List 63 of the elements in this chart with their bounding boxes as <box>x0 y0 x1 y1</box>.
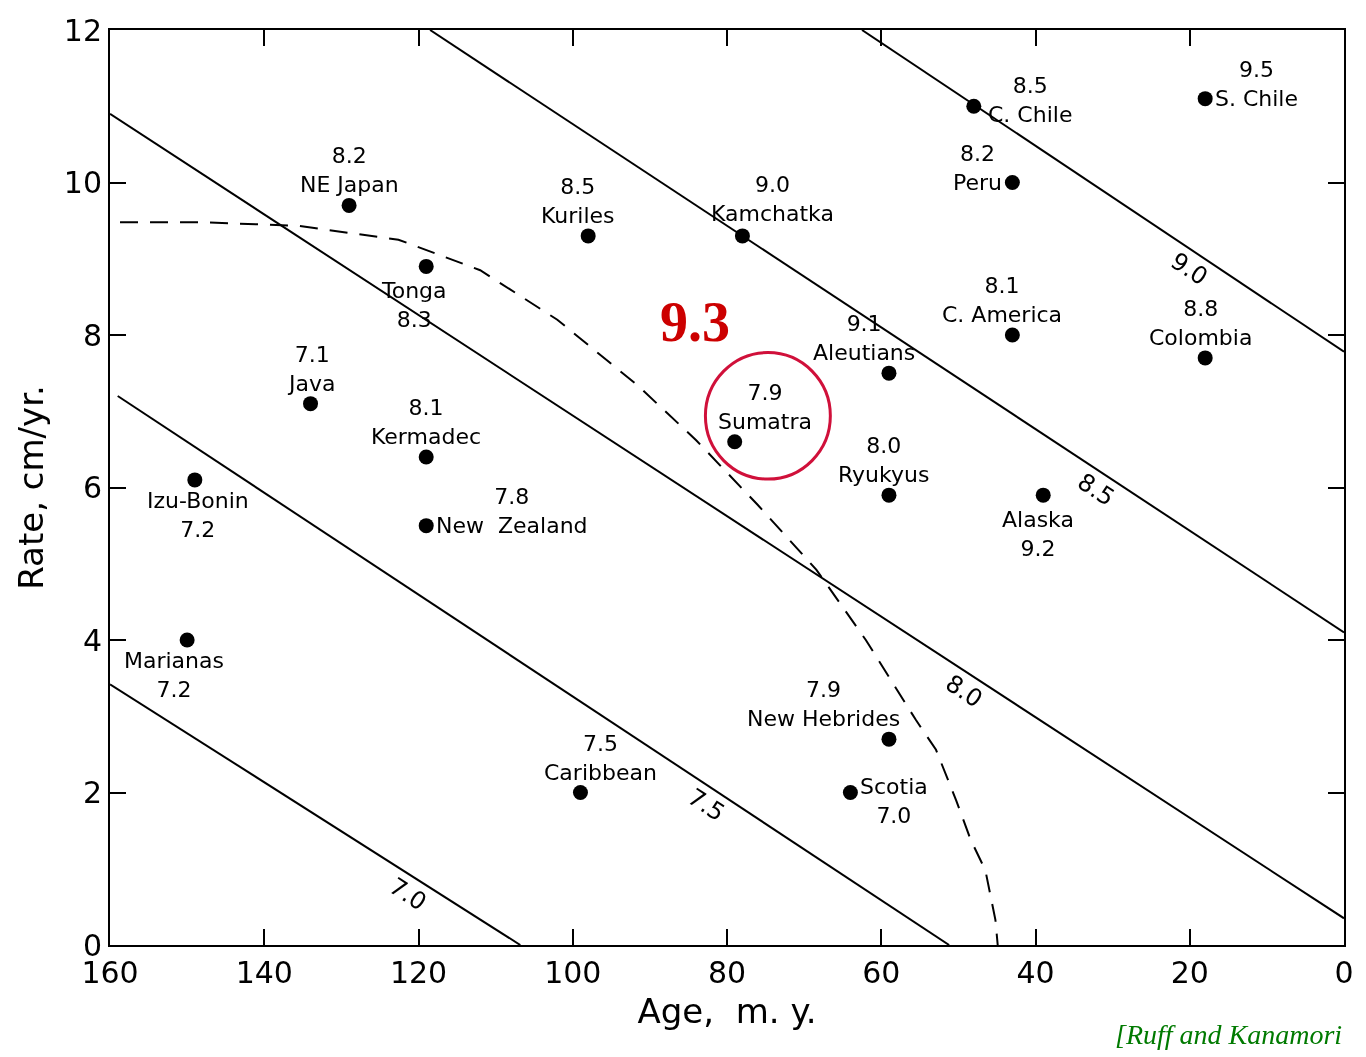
point <box>881 365 897 381</box>
annotation: Scotia 7.0 <box>860 774 928 828</box>
point <box>418 449 434 465</box>
annotation: 9.5 S. Chile <box>1215 57 1299 111</box>
x-tick-label: 60 <box>862 955 901 990</box>
annotation: 9.0 Kamchatka <box>711 172 834 226</box>
y-tick-label: 2 <box>82 775 102 810</box>
annotation: 8.2 NE Japan <box>300 143 399 197</box>
annotation: 7.9 New Hebrides <box>747 677 901 731</box>
annotation: 8.2 Peru <box>953 141 1003 195</box>
annotation: 8.8 Colombia <box>1149 296 1253 350</box>
y-axis-title: Rate, cm/yr. <box>10 385 51 590</box>
annotation: 8.0 Ryukyus <box>838 433 930 487</box>
point <box>303 396 319 412</box>
point <box>1004 175 1020 190</box>
text: 7.0 <box>384 872 432 917</box>
point <box>1197 350 1213 366</box>
point <box>179 632 195 648</box>
annotation: Izu-Bonin 7.2 <box>147 488 249 542</box>
annotation: 9.1 Aleutians <box>813 311 916 365</box>
y-tick-label: 12 <box>63 12 102 48</box>
text: 7.5 <box>682 782 730 828</box>
point <box>1035 487 1051 503</box>
annotation: 8.5 Kuriles <box>541 174 615 228</box>
x-tick-label: 140 <box>235 955 293 990</box>
point <box>572 785 588 800</box>
annotation: 7.8 New Zealand <box>436 484 588 538</box>
point <box>187 472 203 488</box>
x-axis-title: Age, m. y. <box>637 990 817 1031</box>
annotation: Alaska 9.2 <box>1002 507 1074 561</box>
x-tick-label: 80 <box>707 955 747 990</box>
x-tick-label: 120 <box>389 955 448 990</box>
text: [Ruff and Kanamori <box>1115 1019 1343 1050</box>
point <box>341 197 357 213</box>
point <box>881 487 897 503</box>
point <box>1004 327 1020 343</box>
annotation: 7.5 Caribbean <box>544 731 657 785</box>
y-tick-label: 6 <box>82 470 102 505</box>
point <box>727 434 743 450</box>
annotation: Marianas 7.2 <box>124 648 224 702</box>
y-tick-label: 8 <box>82 317 102 353</box>
point <box>418 258 434 274</box>
text: 9.0 <box>1165 246 1213 292</box>
x-tick-label: 20 <box>1170 955 1209 990</box>
x-tick-label: 40 <box>1016 955 1055 990</box>
x-tick-label: 100 <box>544 955 602 990</box>
annotation: 7.9 Sumatra <box>718 380 812 434</box>
point <box>580 228 596 244</box>
point <box>881 731 897 747</box>
annotation: 8.1 Kermadec <box>371 395 482 449</box>
text: 8.5 <box>1072 467 1120 512</box>
point <box>1197 91 1213 107</box>
y-tick-label: 4 <box>82 622 102 658</box>
point <box>842 785 858 800</box>
x-tick-label: 160 <box>81 955 139 990</box>
y-tick-label: 10 <box>63 165 102 200</box>
annotation: 9.3 <box>660 291 730 353</box>
x-tick-label: 0 <box>1334 955 1354 990</box>
annotation: 8.1 C. America <box>942 273 1063 327</box>
text: 8.0 <box>940 669 988 714</box>
annotation: 7.1 Java <box>287 342 336 396</box>
point <box>418 518 434 534</box>
annotation: Tonga 8.3 <box>381 278 447 332</box>
